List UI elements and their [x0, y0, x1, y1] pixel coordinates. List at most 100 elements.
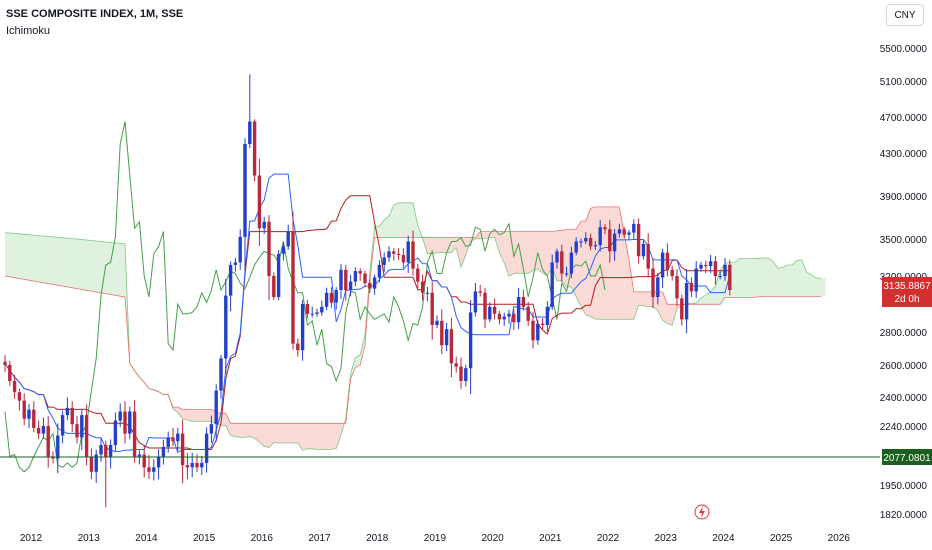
candle [27, 404, 31, 429]
candle [334, 287, 338, 310]
x-tick-label: 2020 [481, 533, 504, 544]
y-tick-label: 5100.0000 [880, 77, 928, 88]
candle [123, 401, 127, 444]
candle-body [123, 411, 127, 434]
x-tick-label: 2025 [770, 533, 793, 544]
candle-body [204, 433, 209, 463]
candle [512, 309, 516, 331]
candle [344, 264, 348, 301]
candle [228, 261, 233, 312]
candle-body [219, 358, 223, 391]
last-price-label-bg [882, 276, 932, 307]
candle-body [161, 446, 166, 457]
cloud-segment [14, 233, 20, 279]
y-tick-label: 2240.0000 [880, 422, 928, 433]
candle [656, 272, 660, 305]
x-tick-label: 2023 [655, 533, 678, 544]
cloud-segment [240, 423, 245, 438]
candle-body [488, 306, 492, 320]
candle-body [372, 277, 377, 289]
currency-button[interactable]: CNY [886, 4, 924, 26]
candle-body [296, 343, 300, 351]
candle-body [324, 292, 329, 307]
cloud-segment [734, 258, 740, 298]
candle [723, 258, 727, 281]
event-flash-icon [694, 504, 710, 520]
cloud-segment [182, 409, 188, 421]
candle-body [454, 363, 458, 367]
cloud-segment [273, 423, 279, 444]
candle-body [113, 420, 118, 446]
candle-body [80, 415, 84, 438]
candle-body [36, 427, 41, 434]
candle-body [60, 415, 65, 436]
horizontal-line-label-bg [882, 448, 932, 465]
cloud-segment [19, 233, 25, 280]
cloud-segment [283, 423, 289, 444]
candle-body [8, 365, 12, 381]
cloud-segment [739, 258, 745, 298]
candle-body [502, 316, 506, 320]
candle-body [425, 292, 430, 294]
cloud-segment [101, 241, 106, 294]
candle [454, 356, 458, 373]
candle [521, 289, 526, 311]
cloud-segment [187, 409, 193, 422]
candle [180, 419, 185, 484]
cloud-segment [38, 235, 44, 283]
cloud-segment [705, 291, 711, 305]
candle [579, 238, 583, 248]
candle-body [252, 121, 257, 176]
candle [22, 393, 26, 426]
candle-body [694, 268, 698, 292]
y-tick-label: 4300.0000 [880, 149, 928, 160]
cloud-segment [91, 240, 97, 292]
candle [104, 440, 108, 508]
candle-body [593, 245, 598, 247]
candle [574, 237, 578, 256]
candle-body [396, 253, 401, 256]
candle [233, 257, 238, 272]
candle [353, 267, 358, 287]
candle-body [195, 462, 199, 468]
candle [612, 229, 617, 261]
y-tick-label: 2800.0000 [880, 328, 928, 339]
candle-body [603, 227, 607, 230]
indicator-label[interactable]: Ichimoku [6, 25, 51, 37]
candle-body [564, 273, 569, 275]
cloud-segment [749, 258, 754, 298]
cloud-segment [115, 242, 121, 297]
bar-countdown: 2d 0h [894, 294, 919, 305]
candle [219, 355, 223, 399]
candle-body [377, 264, 382, 278]
candle-body [51, 456, 55, 459]
cloud-segment [355, 354, 361, 368]
candle [401, 248, 406, 269]
candle [473, 283, 478, 317]
cloud-segment [456, 237, 461, 268]
candle-body [262, 221, 266, 229]
candle-body [276, 253, 281, 297]
candle [680, 294, 684, 326]
x-tick-label: 2014 [135, 533, 158, 544]
cloud-segment [585, 208, 591, 317]
candle [113, 412, 118, 452]
cloud-segment [29, 234, 34, 282]
candle [564, 266, 569, 277]
candle [497, 310, 502, 325]
x-tick-label: 2024 [712, 533, 735, 544]
cloud-segment [576, 221, 581, 307]
candle [675, 269, 679, 307]
cloud-segment [297, 423, 303, 451]
cloud-segment [254, 423, 260, 443]
candle-body [84, 415, 89, 457]
candle [12, 374, 17, 399]
cloud-segment [278, 423, 284, 444]
time-axis: 2012 2013 2014 2015 2016 2017 2018 2019 2020 2021… [20, 533, 850, 544]
candle-body [17, 392, 22, 401]
candle [622, 226, 626, 238]
candle-body [75, 424, 79, 438]
candle [464, 364, 468, 387]
cloud-segment [773, 261, 778, 297]
